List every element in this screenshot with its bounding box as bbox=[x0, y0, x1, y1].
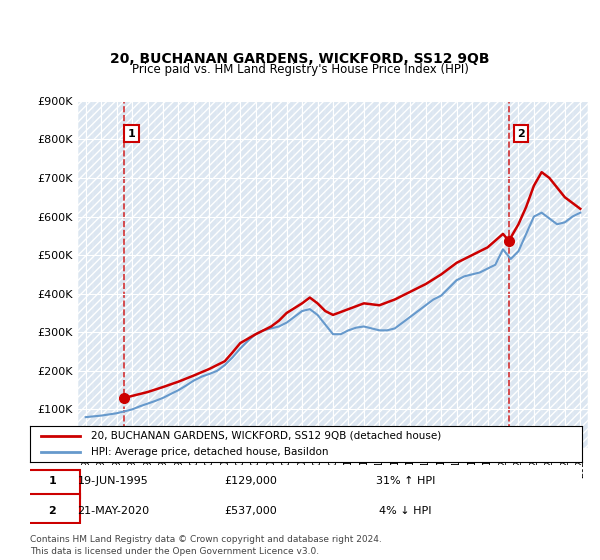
Text: £129,000: £129,000 bbox=[224, 475, 277, 486]
Text: 21-MAY-2020: 21-MAY-2020 bbox=[77, 506, 149, 516]
Text: 20, BUCHANAN GARDENS, WICKFORD, SS12 9QB: 20, BUCHANAN GARDENS, WICKFORD, SS12 9QB bbox=[110, 52, 490, 66]
Text: 20, BUCHANAN GARDENS, WICKFORD, SS12 9QB (detached house): 20, BUCHANAN GARDENS, WICKFORD, SS12 9QB… bbox=[91, 431, 441, 441]
FancyBboxPatch shape bbox=[25, 469, 80, 498]
FancyBboxPatch shape bbox=[25, 494, 80, 523]
Text: Contains HM Land Registry data © Crown copyright and database right 2024.
This d: Contains HM Land Registry data © Crown c… bbox=[30, 535, 382, 556]
Text: 1: 1 bbox=[128, 129, 136, 138]
Text: 2: 2 bbox=[517, 129, 525, 138]
Text: 2: 2 bbox=[48, 506, 56, 516]
Text: £537,000: £537,000 bbox=[224, 506, 277, 516]
Text: 19-JUN-1995: 19-JUN-1995 bbox=[77, 475, 148, 486]
Text: 31% ↑ HPI: 31% ↑ HPI bbox=[376, 475, 435, 486]
Text: 1: 1 bbox=[48, 475, 56, 486]
Text: HPI: Average price, detached house, Basildon: HPI: Average price, detached house, Basi… bbox=[91, 447, 328, 457]
Text: 4% ↓ HPI: 4% ↓ HPI bbox=[379, 506, 431, 516]
Text: Price paid vs. HM Land Registry's House Price Index (HPI): Price paid vs. HM Land Registry's House … bbox=[131, 63, 469, 77]
